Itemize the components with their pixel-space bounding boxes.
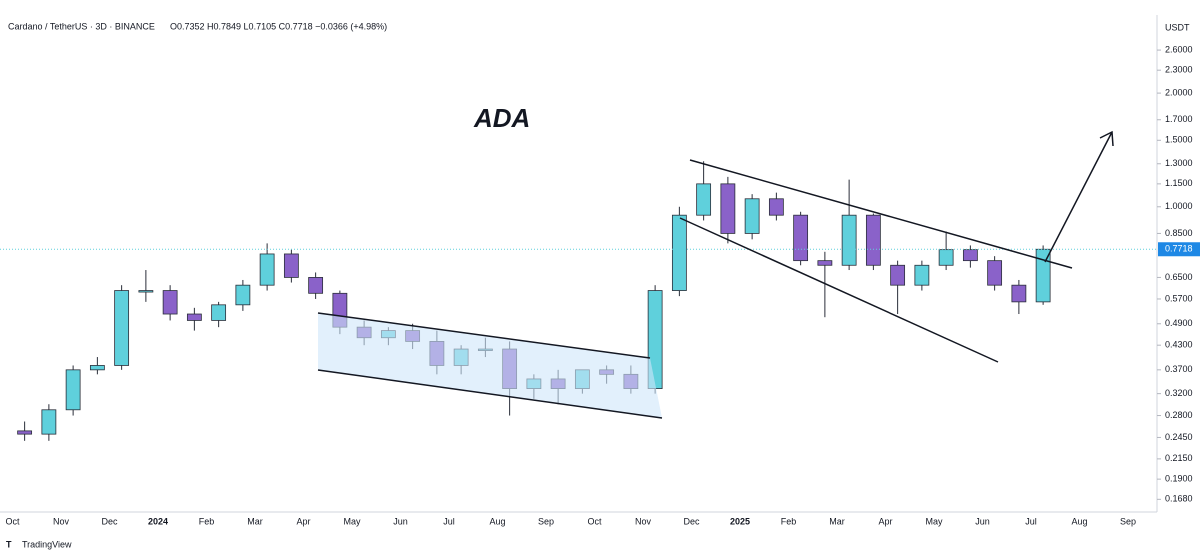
ohlc-legend: O0.7352 H0.7849 L0.7105 C0.7718 −0.0366 … [170, 21, 387, 31]
candle-body [1011, 284, 1027, 303]
y-tick-label: 0.3200 [1165, 388, 1193, 398]
candle-body [865, 214, 881, 266]
candle-body [671, 214, 687, 291]
candle-body [938, 249, 954, 266]
x-tick-label: 2025 [730, 516, 750, 526]
y-tick-label: 0.1680 [1165, 494, 1193, 504]
candle-body [235, 284, 251, 306]
candle-body [962, 249, 978, 262]
x-tick-label: Aug [489, 516, 505, 526]
x-tick-label: Apr [296, 516, 310, 526]
candle-body [89, 365, 105, 371]
trend-line [317, 312, 651, 359]
candle-body [114, 290, 130, 366]
x-tick-label: Aug [1071, 516, 1087, 526]
x-tick-label: Feb [199, 516, 215, 526]
x-tick-label: Sep [1120, 516, 1136, 526]
y-tick-label: 0.4900 [1165, 318, 1193, 328]
y-axis-label: USDT [1165, 22, 1190, 32]
candle-body [817, 260, 833, 266]
x-tick-label: Jul [443, 516, 455, 526]
channel-fill [318, 313, 662, 418]
x-tick-label: May [343, 516, 361, 526]
candle-body [259, 253, 275, 286]
y-tick-label: 0.1900 [1165, 474, 1193, 484]
y-tick-label: 0.8500 [1165, 228, 1193, 238]
candle-body [914, 264, 930, 286]
candle-body [744, 198, 760, 234]
last-price-label: 0.7718 [1165, 244, 1193, 254]
x-tick-label: Oct [587, 516, 602, 526]
candle-body [768, 198, 784, 216]
candle-body [987, 260, 1003, 286]
x-tick-label: Feb [781, 516, 797, 526]
y-tick-label: 2.3000 [1165, 65, 1193, 75]
candle-body [138, 290, 154, 293]
y-tick-label: 1.3000 [1165, 158, 1193, 168]
y-tick-label: 0.4300 [1165, 340, 1193, 350]
y-tick-label: 1.7000 [1165, 114, 1193, 124]
footer: TradingView [22, 539, 72, 549]
candle-body [841, 214, 857, 266]
annotation: ADA [473, 103, 530, 133]
trend-line [317, 369, 663, 419]
y-tick-label: 0.6500 [1165, 272, 1193, 282]
drawings [317, 130, 1114, 419]
arrow [1044, 131, 1113, 263]
x-tick-label: Dec [683, 516, 700, 526]
y-tick-label: 0.2450 [1165, 432, 1193, 442]
trend-line [679, 217, 999, 363]
x-tick-label: Apr [878, 516, 892, 526]
y-tick-label: 2.0000 [1165, 87, 1193, 97]
y-tick-label: 0.2800 [1165, 410, 1193, 420]
y-tick-label: 1.1500 [1165, 178, 1193, 188]
x-tick-label: Mar [247, 516, 263, 526]
logo: T [6, 539, 12, 549]
x-tick-label: Sep [538, 516, 554, 526]
y-tick-label: 1.5000 [1165, 135, 1193, 145]
x-tick-label: Jul [1025, 516, 1037, 526]
candle-body [41, 409, 57, 435]
candle-body [793, 214, 809, 262]
x-tick-label: Mar [829, 516, 845, 526]
x-tick-label: May [925, 516, 943, 526]
candle-body [17, 430, 33, 435]
candle-body [696, 183, 712, 216]
candle-body [308, 277, 324, 294]
trend-line [689, 159, 1073, 269]
candle-body [283, 253, 299, 278]
y-tick-label: 0.5700 [1165, 293, 1193, 303]
x-tick-label: Dec [101, 516, 118, 526]
candle-body [211, 304, 227, 321]
x-tick-label: Jun [393, 516, 408, 526]
candle-body [186, 313, 202, 321]
x-tick-label: Jun [975, 516, 990, 526]
candle-body [65, 369, 81, 411]
arrow-head [1099, 130, 1114, 147]
x-tick-label: Oct [5, 516, 20, 526]
chart-title: Cardano / TetherUS · 3D · BINANCE [8, 21, 155, 31]
candle-body [1035, 248, 1051, 303]
x-tick-label: Nov [635, 516, 652, 526]
x-tick-label: Nov [53, 516, 70, 526]
candle-body [890, 264, 906, 286]
y-tick-label: 0.2150 [1165, 453, 1193, 463]
y-tick-label: 0.3700 [1165, 364, 1193, 374]
y-tick-label: 1.0000 [1165, 201, 1193, 211]
x-tick-label: 2024 [148, 516, 168, 526]
last-price-badge [1158, 242, 1200, 257]
candle-body [720, 183, 736, 234]
y-tick-label: 2.6000 [1165, 44, 1193, 54]
candle-body [162, 290, 178, 315]
